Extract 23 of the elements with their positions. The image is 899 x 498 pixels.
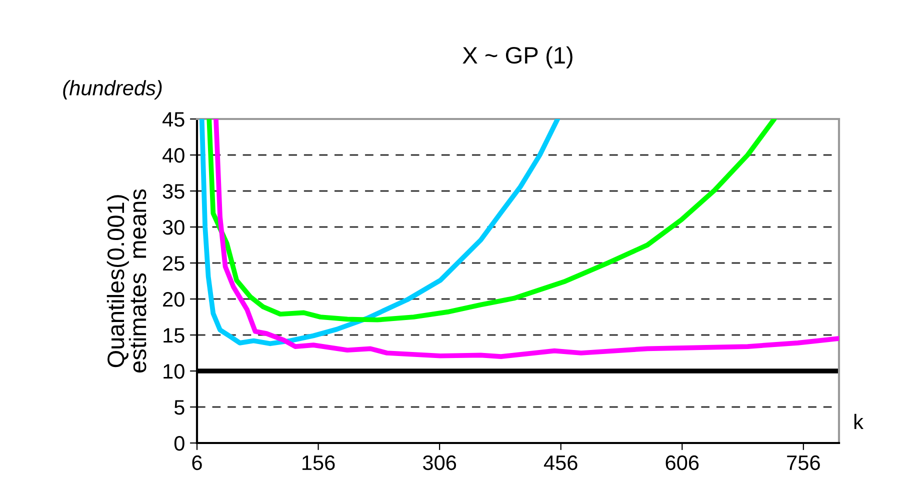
y-tick-label: 30 xyxy=(162,220,184,235)
chart-title: X ~ GP (1) xyxy=(462,46,572,68)
x-tick-label: 156 xyxy=(302,455,335,470)
y-tick-label: 35 xyxy=(162,184,184,199)
x-tick-label: 606 xyxy=(666,455,699,470)
y-tick-label: 20 xyxy=(163,292,184,307)
y-axis-title: Quantiles(0.001) estimates means xyxy=(106,189,146,373)
line-series xyxy=(206,119,777,322)
y-tick-label: 5 xyxy=(174,400,184,415)
y-tick-label: 45 xyxy=(162,112,184,127)
x-tick-label: 456 xyxy=(544,455,578,470)
line-series xyxy=(214,119,839,360)
x-tick-label: 306 xyxy=(422,455,456,470)
text: (hundreds) xyxy=(63,80,162,100)
x-axis-title: k xyxy=(854,414,864,429)
y-tick-label: 0 xyxy=(174,436,184,451)
x-tick-label: 6 xyxy=(192,455,202,470)
y-tick-label: 40 xyxy=(162,148,184,163)
y-tick-label: 10 xyxy=(164,364,184,379)
y-tick-label: 15 xyxy=(164,328,184,343)
y-tick-label: 25 xyxy=(163,256,184,271)
line-series xyxy=(199,119,560,346)
x-tick-label: 756 xyxy=(787,455,820,470)
